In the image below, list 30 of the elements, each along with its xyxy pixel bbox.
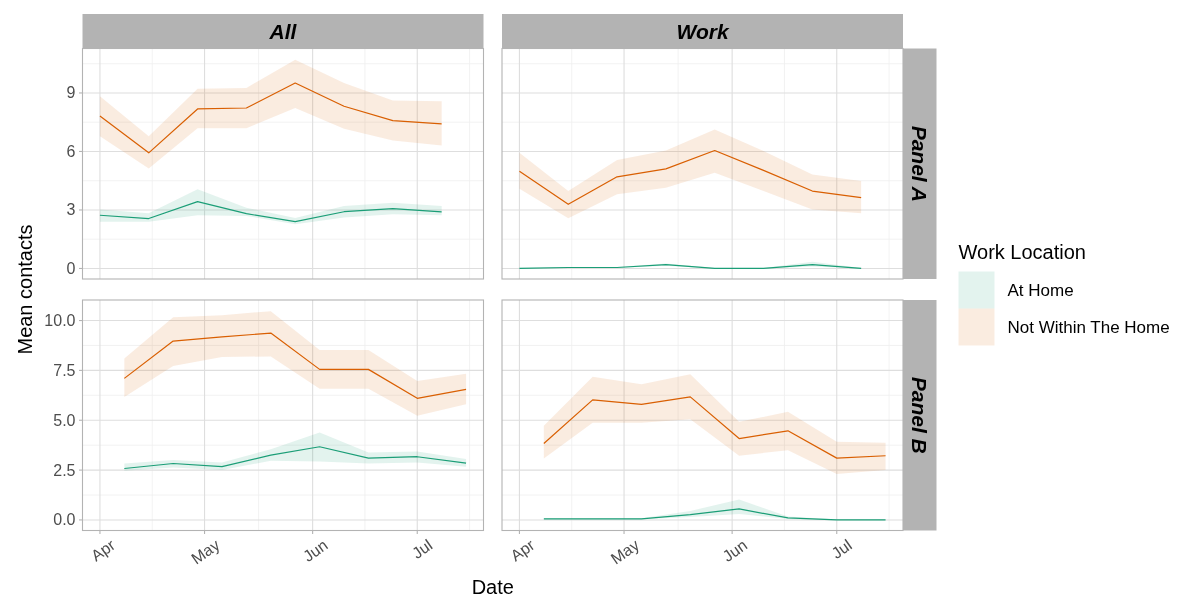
x-tick-label: Jun [299,536,331,565]
x-tick-label: May [188,536,223,568]
legend-label: Not Within The Home [1007,317,1170,337]
y-tick-label: 9 [66,84,76,102]
legend-label: At Home [1007,280,1074,300]
chart-title: All [268,19,298,43]
y-axis-title: Mean contacts [14,224,36,355]
y-tick-label: 3 [66,201,76,219]
line-series [99,200,443,223]
line-series [99,82,443,154]
y2-axis-title: Panel B [908,376,932,454]
x-axis-title: Date [471,576,514,597]
y-tick-label: 10.0 [44,312,76,330]
y2-axis-title: Panel A [908,125,932,202]
line-series [123,332,467,399]
x-tick-label: Apr [87,535,119,565]
y-tick-label: 0.0 [53,511,76,529]
y-tick-label: 0 [66,259,76,277]
x-tick-label: Jun [719,536,751,565]
legend-title: Work Location [958,240,1086,263]
y-tick-label: 7.5 [53,361,76,379]
y-tick-label: 6 [66,142,76,160]
y-tick-label: 2.5 [53,461,76,479]
y-tick-label: 5.0 [53,411,76,429]
line-series [123,446,467,470]
x-tick-label: Jul [408,536,436,562]
x-tick-label: Apr [507,535,539,565]
chart-title: Work [676,19,730,43]
x-tick-label: May [607,536,643,568]
x-tick-label: Jul [828,536,855,562]
